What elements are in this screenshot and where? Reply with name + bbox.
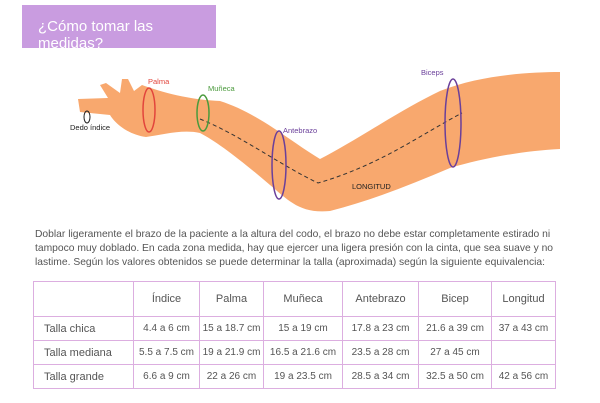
label-muneca: Muñeca: [208, 84, 236, 93]
length-line: [199, 112, 463, 184]
table-cell: 19 a 23.5 cm: [263, 364, 343, 389]
table-cell: 27 a 45 cm: [418, 340, 492, 365]
table-cell: 37 a 43 cm: [491, 316, 556, 341]
header-row: Índice Palma Muñeca Antebrazo Bicep Longitud: [33, 281, 556, 317]
label-palma: Palma: [148, 77, 170, 86]
label-biceps: Biceps: [421, 68, 444, 77]
description-line: Doblar ligeramente el brazo de la pacien…: [35, 229, 551, 240]
row-header: Talla chica: [33, 316, 134, 341]
table-cell: 23.5 a 28 cm: [342, 340, 419, 365]
column-header: Longitud: [491, 281, 556, 317]
table-cell: 22 a 26 cm: [199, 364, 264, 389]
column-header: Muñeca: [263, 281, 343, 317]
arm-diagram: Palma Muñeca Dedo índice Antebrazo Bicep…: [70, 68, 560, 212]
table-row: Talla mediana 5.5 a 7.5 cm 19 a 21.9 cm 16.…: [33, 340, 556, 365]
table-cell: 15 a 18.7 cm: [199, 316, 264, 341]
column-header: Índice: [133, 281, 200, 317]
column-header: Palma: [199, 281, 264, 317]
description: Doblar ligeramente el brazo de la pacien…: [35, 228, 595, 270]
label-antebrazo: Antebrazo: [283, 126, 317, 135]
palm-ring: [142, 87, 156, 133]
label-dedo: Dedo índice: [70, 123, 110, 132]
column-header: [33, 281, 134, 317]
table-cell: 15 a 19 cm: [263, 316, 343, 341]
description-line: lastime. Según los valores obtenidos se …: [35, 257, 545, 268]
table-cell: 32.5 a 50 cm: [418, 364, 492, 389]
arm-shape: [78, 72, 560, 212]
biceps-ring: [444, 78, 462, 168]
column-header: Bicep: [418, 281, 492, 317]
finger-ring: [83, 110, 91, 124]
label-longitud: LONGITUD: [352, 182, 391, 191]
table-row: Talla chica 4.4 a 6 cm 15 a 18.7 cm 15 a 19…: [33, 316, 556, 341]
table-row: Talla grande 6.6 a 9 cm 22 a 26 cm 19 a 23.…: [33, 364, 556, 389]
size-table: Índice Palma Muñeca Antebrazo Bicep Longitud T…: [33, 281, 556, 389]
table-cell: 19 a 21.9 cm: [199, 340, 264, 365]
table-cell: 21.6 a 39 cm: [418, 316, 492, 341]
wrist-ring: [196, 94, 210, 132]
table-cell: 28.5 a 34 cm: [342, 364, 419, 389]
column-header: Antebrazo: [342, 281, 419, 317]
title: ¿Cómo tomar las medidas?: [38, 18, 154, 52]
table-cell: 17.8 a 23 cm: [342, 316, 419, 341]
table-cell: 5.5 a 7.5 cm: [133, 340, 200, 365]
table-cell: 42 a 56 cm: [491, 364, 556, 389]
table-cell: 4.4 a 6 cm: [133, 316, 200, 341]
table-cell: 16.5 a 21.6 cm: [263, 340, 343, 365]
description-line: tampoco muy doblado. En cada zona medida…: [35, 243, 554, 254]
row-header: Talla mediana: [33, 340, 134, 365]
forearm-ring: [271, 130, 287, 200]
row-header: Talla grande: [33, 364, 134, 389]
table-cell: [491, 340, 556, 365]
table-cell: 6.6 a 9 cm: [133, 364, 200, 389]
title-banner: ¿Cómo tomar las medidas?: [22, 5, 216, 52]
